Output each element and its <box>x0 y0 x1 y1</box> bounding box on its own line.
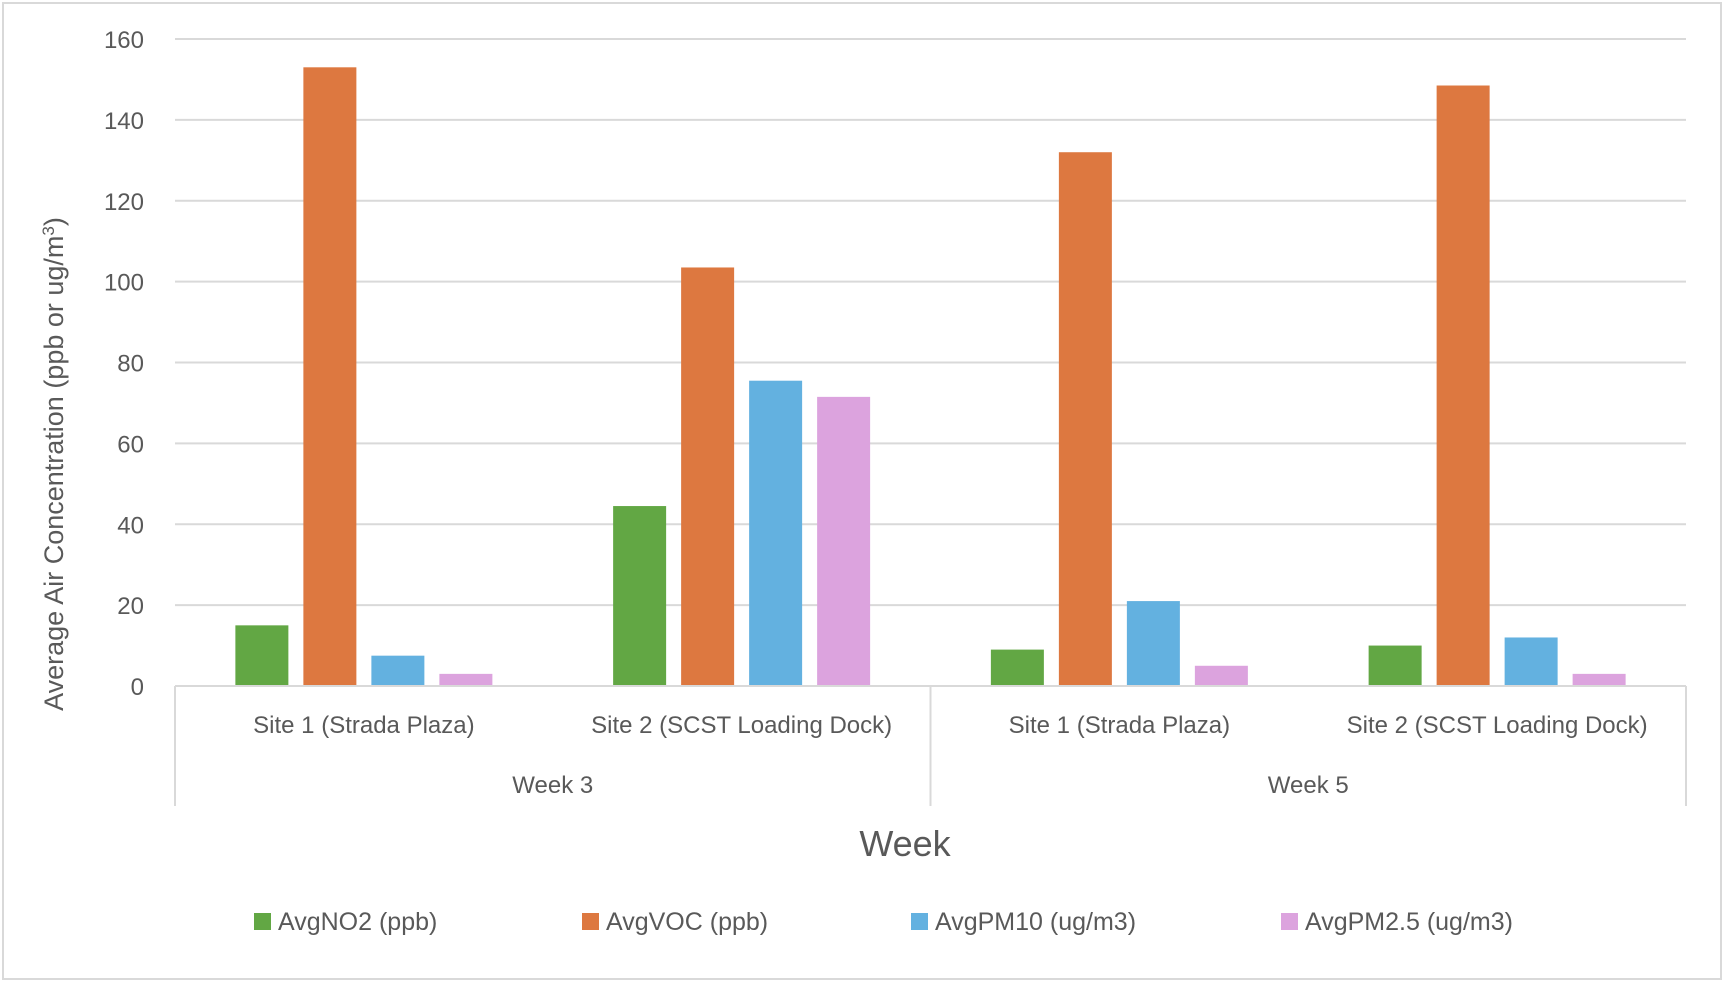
bar <box>817 396 871 686</box>
bar <box>439 673 493 686</box>
y-tick-labels: 0 20 40 60 80 100 120 140 160 <box>104 27 144 701</box>
y-tick-label: 160 <box>104 27 144 54</box>
legend-item: AvgPM2.5 (ug/m3) <box>1281 908 1513 936</box>
axes <box>174 685 1687 806</box>
legend-swatch <box>582 913 599 930</box>
bar <box>303 67 357 686</box>
x-category-label: Site 1 (Strada Plaza) <box>253 712 474 739</box>
y-tick-label: 140 <box>104 108 144 135</box>
legend-swatch <box>1281 913 1298 930</box>
bar <box>235 625 289 686</box>
y-tick-label: 100 <box>104 270 144 297</box>
y-axis-title: Average Air Concentration (ppb or ug/m3) <box>39 217 70 711</box>
y-tick-label: 80 <box>117 351 144 378</box>
y-tick-label: 40 <box>117 512 144 539</box>
x-category-labels: Site 1 (Strada Plaza) Site 2 (SCST Loadin… <box>253 712 1647 799</box>
x-category-label: Site 2 (SCST Loading Dock) <box>1347 712 1648 739</box>
bar <box>1572 673 1626 686</box>
legend-label: AvgPM10 (ug/m3) <box>935 908 1136 936</box>
legend-item: AvgNO2 (ppb) <box>254 908 437 936</box>
bar <box>1194 665 1248 686</box>
bar <box>1368 645 1422 686</box>
legend-label: AvgNO2 (ppb) <box>278 908 437 936</box>
gridlines <box>175 38 1686 607</box>
y-tick-label: 0 <box>131 674 144 701</box>
bar <box>1504 637 1558 686</box>
x-category-label: Site 1 (Strada Plaza) <box>1009 712 1230 739</box>
legend-item: AvgVOC (ppb) <box>582 908 768 936</box>
bar <box>1058 152 1112 687</box>
legend-label: AvgVOC (ppb) <box>606 908 768 936</box>
bar <box>1436 85 1490 687</box>
y-tick-label: 60 <box>117 431 144 458</box>
bar <box>1126 601 1180 686</box>
x-group-label: Week 3 <box>512 772 593 799</box>
bar <box>613 506 667 686</box>
x-category-label: Site 2 (SCST Loading Dock) <box>591 712 892 739</box>
bar <box>749 380 803 686</box>
legend-swatch <box>911 913 928 930</box>
bars <box>235 67 1626 687</box>
x-group-label: Week 5 <box>1268 772 1349 799</box>
legend: AvgNO2 (ppb) AvgVOC (ppb) AvgPM10 (ug/m3) A… <box>254 908 1513 936</box>
x-axis-title: Week <box>859 823 951 864</box>
y-tick-label: 20 <box>117 593 144 620</box>
legend-swatch <box>254 913 271 930</box>
legend-item: AvgPM10 (ug/m3) <box>911 908 1136 936</box>
y-axis-title-sup: 3 <box>39 226 58 235</box>
y-tick-label: 120 <box>104 189 144 216</box>
y-axis-title-end: ) <box>39 217 69 226</box>
bar <box>681 267 735 686</box>
y-axis-title-main: Average Air Concentration (ppb or ug/m <box>39 236 69 711</box>
legend-label: AvgPM2.5 (ug/m3) <box>1305 908 1513 936</box>
bar <box>371 655 425 686</box>
bar <box>990 649 1044 686</box>
